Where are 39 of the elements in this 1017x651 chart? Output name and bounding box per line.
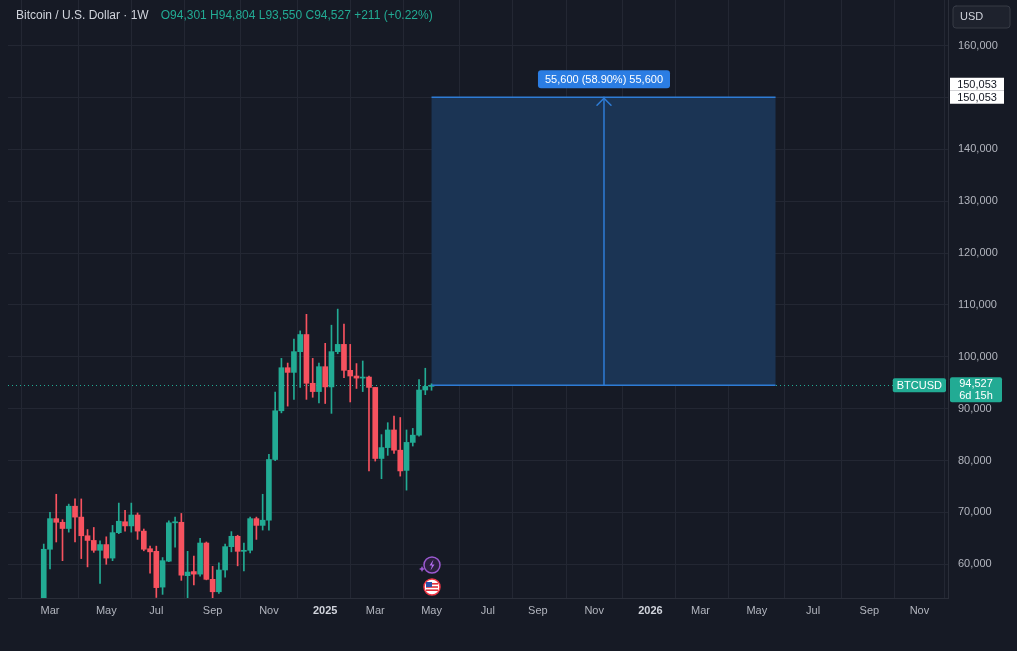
x-tick-label: Mar (40, 603, 60, 616)
text: 150,053 (957, 90, 997, 103)
text: 94,527 (959, 377, 993, 390)
y-tick-label: 80,000 (958, 453, 992, 466)
x-tick-label: Jul (480, 603, 495, 616)
x-tick-label: 2025 (312, 603, 338, 616)
text: O94,301 H94,804 L93,550 C94,527 +211 (+0.22%) (160, 8, 433, 23)
y-tick-label: 70,000 (958, 505, 992, 518)
candlestick (191, 555, 197, 586)
x-tick-label: May (746, 603, 768, 616)
x-tick-label: Mar (691, 603, 711, 616)
annotation: 55,600 (58.90%) 55,600 (544, 72, 664, 85)
text: 150,053 (957, 77, 997, 90)
ref-line-label: BTCUSD (896, 378, 943, 391)
y-tick-label: 130,000 (958, 194, 998, 207)
x-tick-label: 2026 (638, 603, 663, 616)
y-tick-label: 160,000 (958, 38, 998, 51)
x-tick-label: Nov (584, 603, 605, 616)
x-tick-label: Sep (528, 603, 548, 616)
text: Bitcoin / U.S. Dollar · 1W (16, 8, 150, 23)
y-tick-label: 100,000 (958, 349, 998, 362)
text: 6d 15h (959, 389, 993, 402)
x-tick-label: Sep (859, 603, 880, 616)
x-tick-label: Mar (365, 603, 386, 616)
x-tick-label: Sep (202, 603, 223, 616)
x-tick-label: Jul (806, 603, 821, 616)
x-tick-label: May (95, 603, 118, 616)
y-tick-label: 110,000 (958, 298, 997, 310)
x-tick-label: May (421, 603, 443, 616)
x-tick-label: Nov (909, 603, 930, 616)
x-tick-label: Jul (149, 603, 164, 616)
y-tick-label: 140,000 (958, 142, 998, 155)
y-tick-label: 120,000 (958, 246, 998, 259)
y-tick-label: 60,000 (958, 557, 992, 570)
text: USD (960, 10, 984, 23)
candlestick (97, 540, 103, 584)
candlestick (284, 362, 291, 407)
y-tick-label: 90,000 (958, 401, 992, 414)
x-tick-label: Nov (259, 603, 280, 616)
